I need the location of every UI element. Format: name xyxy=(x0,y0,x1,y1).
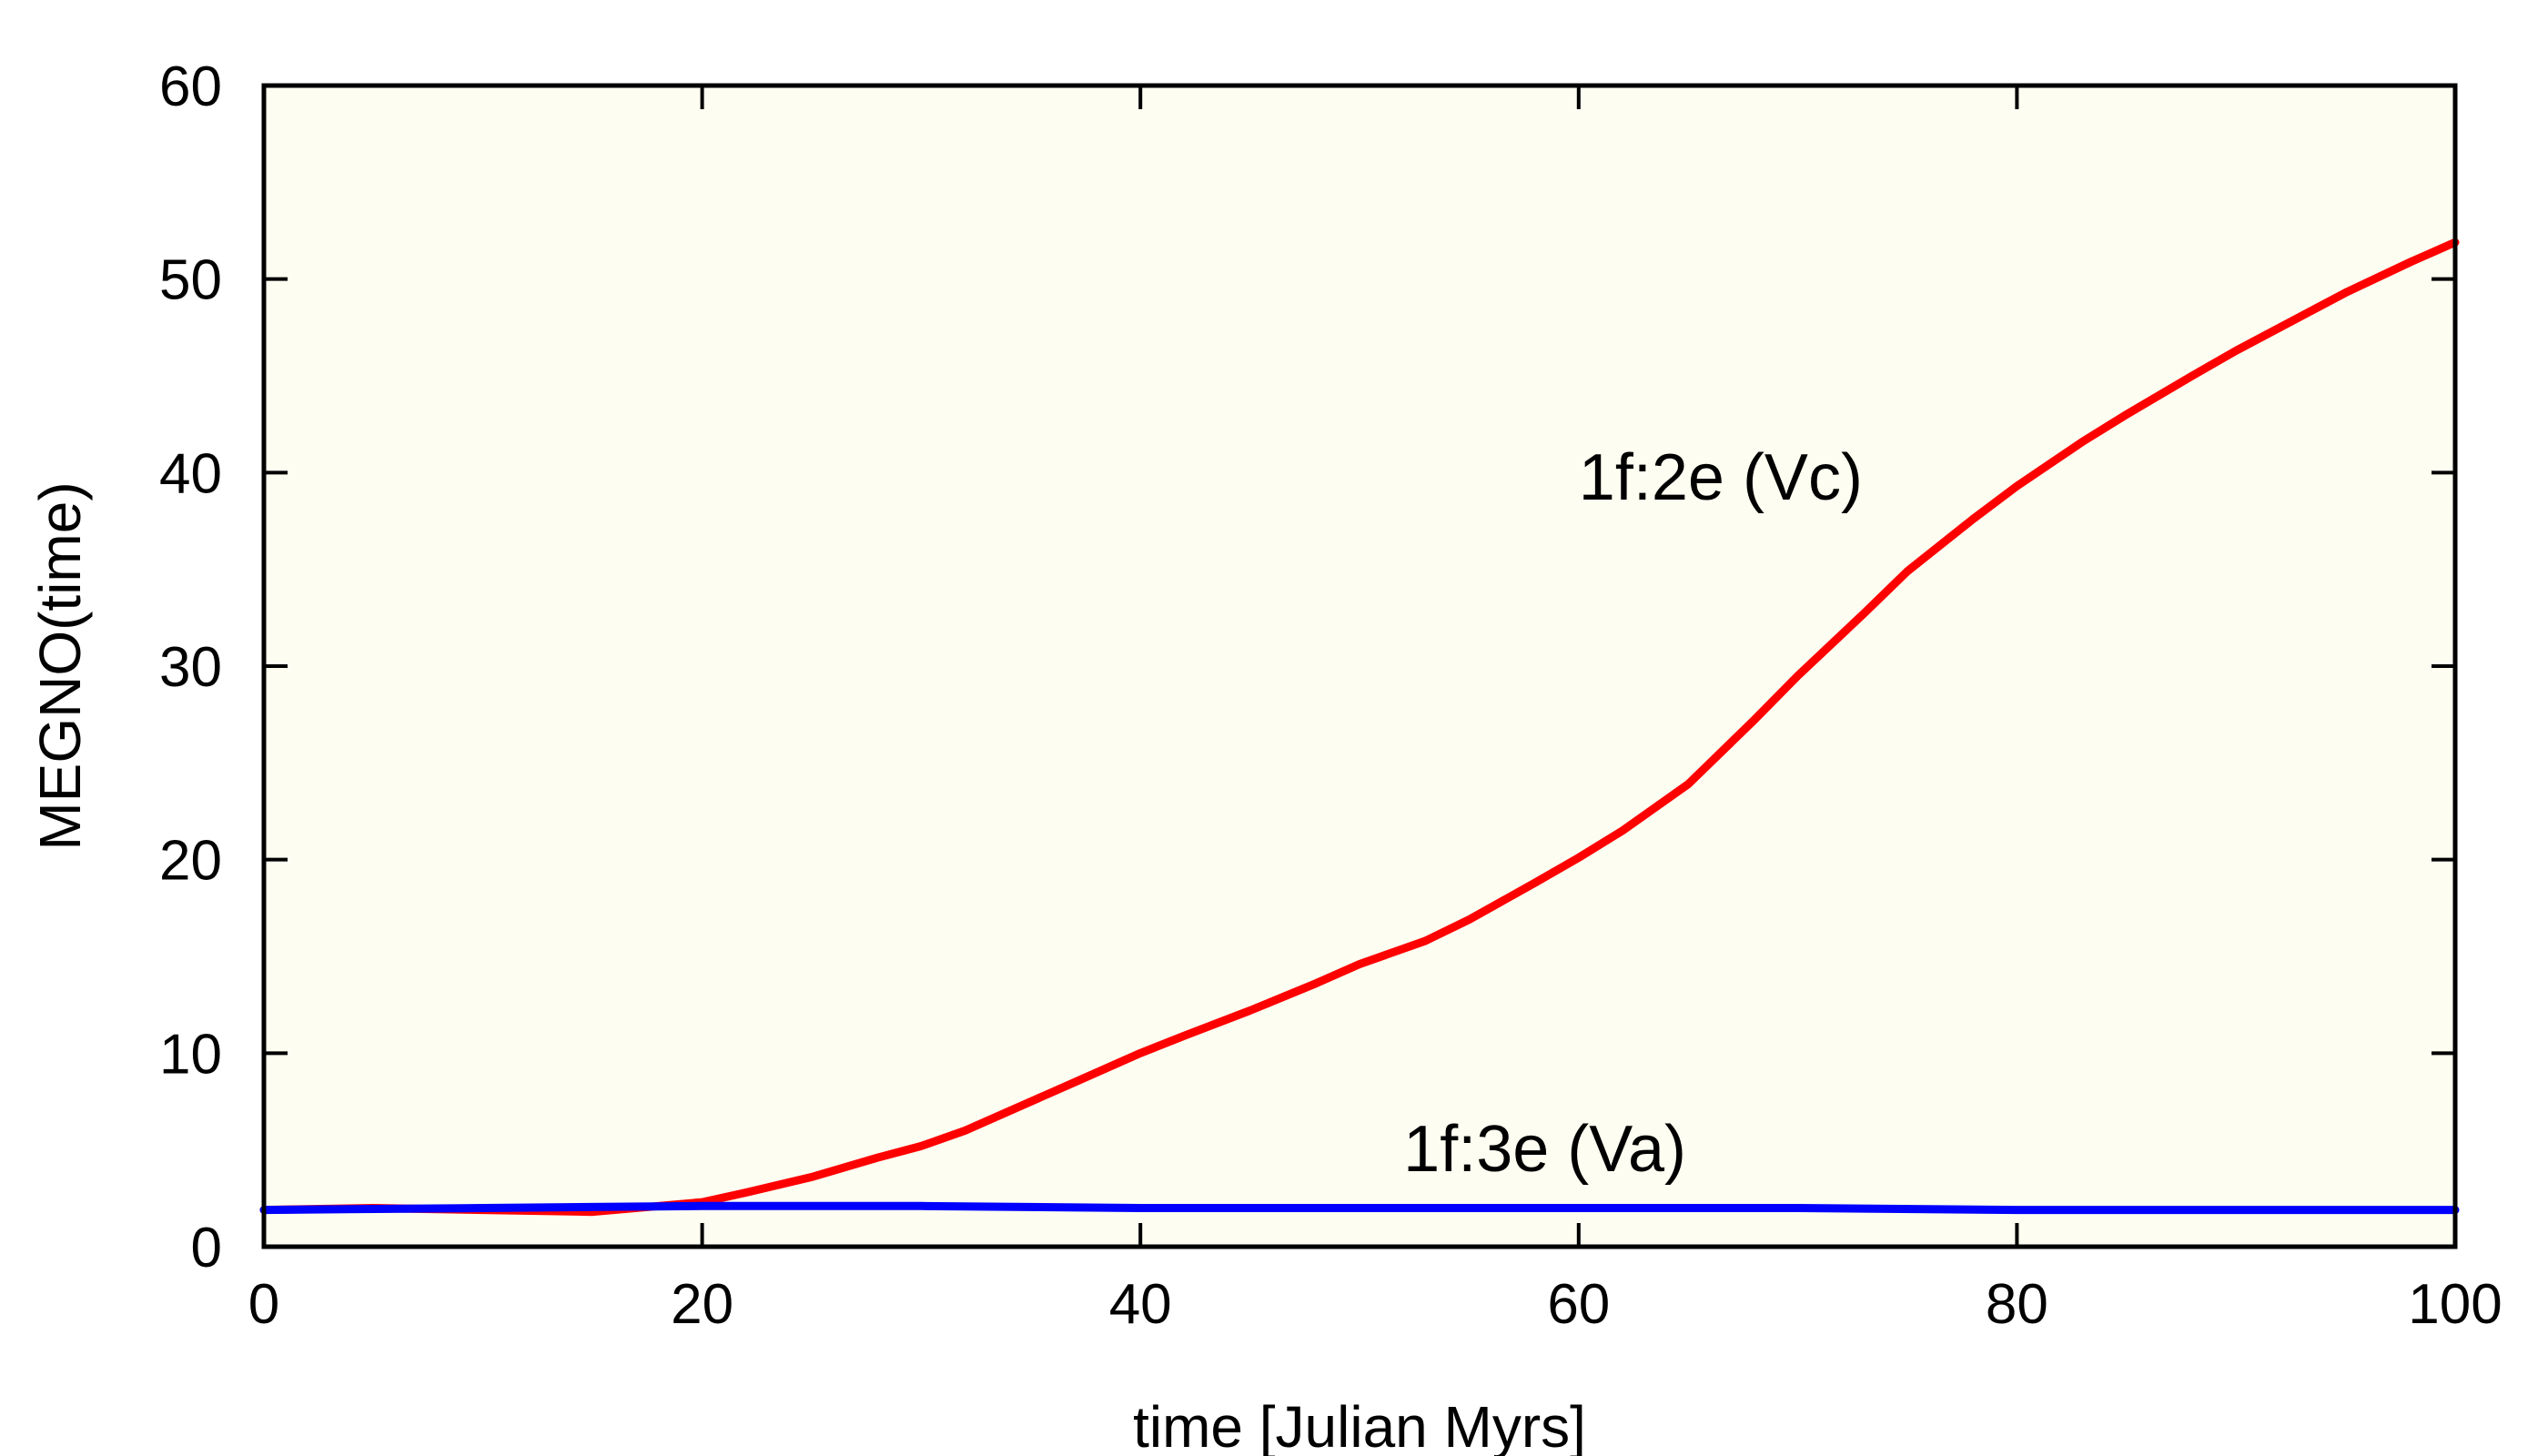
plot-background xyxy=(264,86,2455,1247)
x-tick-label: 100 xyxy=(2408,1273,2502,1336)
annotation-layer: 1f:2e (Vc) 1f:3e (Va) xyxy=(1403,441,1863,1186)
y-tick-label: 20 xyxy=(159,830,222,893)
x-tick-label: 20 xyxy=(671,1273,733,1336)
series-line-1f-3e-va xyxy=(259,1201,2460,1215)
x-axis-ticks: 0 20 40 60 80 100 xyxy=(248,86,2502,1336)
x-tick-label: 0 xyxy=(248,1273,279,1336)
series-annotation-label: 1f:2e (Vc) xyxy=(1579,441,1863,514)
y-axis-title: MEGNO(time) xyxy=(27,481,93,850)
y-tick-label: 0 xyxy=(191,1217,222,1279)
x-tick-label: 40 xyxy=(1109,1273,1172,1336)
series-layer xyxy=(259,238,2460,1217)
x-axis-title: time [Julian Myrs] xyxy=(1133,1394,1586,1456)
y-tick-label: 30 xyxy=(159,636,222,699)
y-tick-label: 50 xyxy=(159,249,222,312)
series-line-1f-2e-vc xyxy=(259,238,2460,1217)
y-tick-label: 10 xyxy=(159,1023,222,1086)
series-annotation-label: 1f:3e (Va) xyxy=(1403,1113,1686,1186)
y-tick-label: 40 xyxy=(159,442,222,505)
plot-frame xyxy=(261,83,2458,1249)
y-tick-label: 60 xyxy=(159,56,222,118)
x-tick-label: 80 xyxy=(1986,1273,2048,1336)
x-tick-label: 60 xyxy=(1547,1273,1610,1336)
